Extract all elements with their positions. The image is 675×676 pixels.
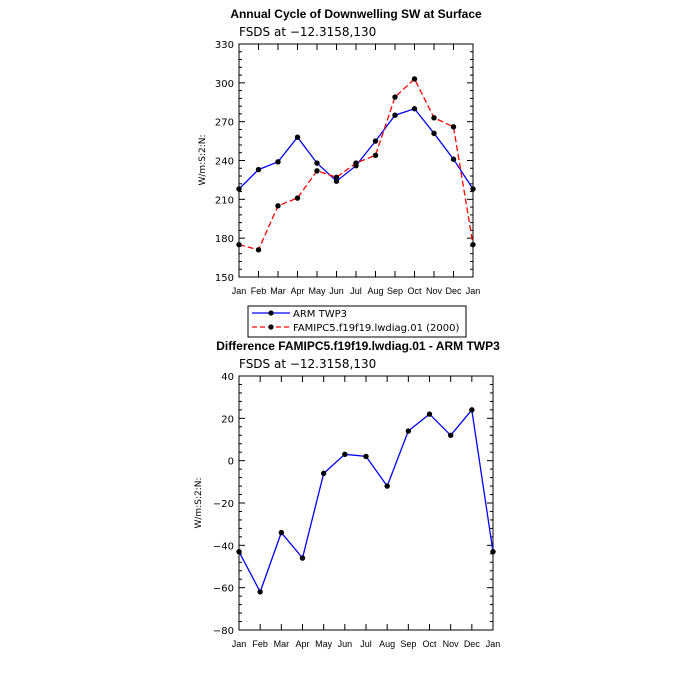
chart1-series-2-point — [450, 124, 457, 130]
chart1-xtick-label: Feb — [251, 286, 267, 296]
chart1-series-2-point — [255, 247, 262, 253]
chart2-xtick-label: Jun — [338, 639, 353, 649]
chart1-series-1-point — [333, 178, 340, 184]
chart1-xtick-label: Jul — [350, 286, 362, 296]
chart1-xtick-label: Nov — [426, 286, 443, 296]
chart1-plot-area: 150 180 210 240 270 300 330 Jan Feb Mar Apr May Jun J… — [215, 40, 480, 296]
chart2-xtick-label: Dec — [464, 639, 481, 649]
chart2-series-1-point — [384, 483, 390, 489]
chart2-series-1-point — [447, 432, 454, 438]
chart1-series-1-point — [314, 160, 320, 166]
chart2-xtick-label: Feb — [252, 639, 268, 649]
chart2-xtick-label: Apr — [295, 639, 309, 649]
chart1-series-line-1 — [238, 107, 474, 190]
chart2-ytick-label: −60 — [213, 584, 234, 595]
chart1-series-1-point — [392, 112, 398, 118]
chart2-series-1-point — [278, 529, 285, 536]
chart2-ytick-label: −80 — [213, 626, 234, 637]
chart1-series-2-point — [392, 94, 398, 100]
legend-marker-arm — [268, 310, 274, 316]
chart1-xtick-label: Oct — [407, 286, 422, 296]
chart1-xtick-label: Mar — [270, 286, 286, 296]
chart2-xtick-label: Aug — [379, 639, 395, 649]
chart2-series-1-point — [236, 548, 242, 555]
legend-box — [247, 305, 467, 338]
chart2-series-1-point — [469, 407, 475, 413]
chart2-series-1-point — [363, 453, 369, 460]
chart1-xtick-label: Sep — [387, 286, 403, 296]
chart1-series-1-point — [372, 138, 379, 144]
chart2-series-line-1 — [238, 408, 494, 594]
chart2-ylabel: W/m:S:2:N: — [194, 478, 204, 529]
chart2-series-1-point — [299, 555, 306, 561]
legend-marker-model — [268, 324, 274, 330]
chart2-ytick-label: 20 — [221, 414, 234, 425]
chart2-plot-area: −80 −60 −40 −20 0 20 40 Jan Feb Mar Apr May Jun Jul Au… — [213, 372, 500, 649]
chart1-series-1-point — [470, 186, 476, 192]
chart2-xtick-label: Mar — [274, 639, 290, 649]
chart2-xtick-label: Jan — [232, 639, 247, 649]
chart1-ylabel: W/m:S:2:N: — [198, 135, 208, 186]
chart2-title: Difference FAMIPC5.f19f19.lwdiag.01 - AR… — [216, 339, 500, 353]
chart1-title: Annual Cycle of Downwelling SW at Surfac… — [230, 7, 482, 21]
chart2-series-1-point — [320, 470, 327, 477]
chart1-series-2-point — [294, 195, 301, 201]
chart2-series-1-point — [490, 548, 496, 555]
chart1-series-2-point — [431, 115, 437, 121]
chart2-series-1-point — [426, 411, 433, 417]
chart1-series-1-point — [431, 130, 437, 137]
chart2-ytick-label: −20 — [213, 499, 234, 510]
chart2-xtick-label: Oct — [422, 639, 437, 649]
chart2-series-1-point — [342, 451, 348, 458]
chart2-xtick-label: Jan — [486, 639, 501, 649]
chart1-subtitle: FSDS at −12.3158,130 — [239, 25, 376, 39]
chart1-ytick-label: 270 — [215, 118, 234, 129]
chart1-series-2-point — [353, 160, 359, 166]
chart1-series-1-point — [411, 106, 418, 112]
chart2-xtick-label: Sep — [400, 639, 416, 649]
chart1-series-1-point — [275, 159, 281, 165]
chart1-series-2-point — [372, 152, 379, 159]
chart1-xtick-label: Jan — [232, 286, 247, 296]
chart1-series-2-point — [314, 168, 320, 174]
chart1-series-1-point — [294, 134, 301, 140]
chart1-xtick-label: Apr — [290, 286, 304, 296]
chart1-xtick-label: Dec — [445, 286, 462, 296]
chart2-xtick-label: May — [315, 639, 333, 649]
chart1-xtick-label: Jan — [466, 286, 481, 296]
chart1-xtick-label: Jun — [329, 286, 344, 296]
chart1-xtick-label: Aug — [367, 286, 383, 296]
chart2-series-1-point — [405, 428, 412, 434]
chart2-frame — [238, 375, 494, 631]
chart2-subtitle: FSDS at −12.3158,130 — [239, 357, 376, 371]
chart1-legend: ARM TWP3 FAMIPC5.f19f19.lwdiag.01 (2000) — [247, 305, 467, 338]
chart2-xtick-label: Jul — [360, 639, 372, 649]
chart1-ytick-label: 150 — [215, 273, 234, 284]
chart1-ytick-label: 240 — [215, 157, 234, 168]
chart1-series-2-point — [333, 174, 340, 181]
chart1-series-2-point — [411, 76, 418, 82]
chart1-series-1-point — [450, 156, 457, 162]
chart2-ytick-label: 0 — [228, 457, 234, 468]
chart1-series-2-point — [275, 203, 281, 209]
chart1-ytick-label: 210 — [215, 195, 234, 206]
chart1-series-1-point — [255, 166, 262, 173]
chart2-ytick-label: 40 — [221, 372, 234, 383]
chart1-ytick-label: 180 — [215, 234, 234, 245]
chart1-ytick-label: 330 — [215, 40, 234, 51]
chart1-series-1-point — [236, 186, 242, 192]
legend-label-model: FAMIPC5.f19f19.lwdiag.01 (2000) — [293, 323, 459, 334]
chart2-ytick-label: −40 — [213, 541, 234, 552]
chart1-series-2-point — [470, 241, 476, 248]
chart1-ytick-label: 300 — [215, 79, 234, 90]
chart2-series-1-point — [257, 589, 263, 595]
chart1-series-2-point — [236, 241, 242, 248]
chart1-xtick-label: May — [308, 286, 326, 296]
legend-label-arm: ARM TWP3 — [293, 309, 347, 320]
chart2-xtick-label: Nov — [443, 639, 460, 649]
